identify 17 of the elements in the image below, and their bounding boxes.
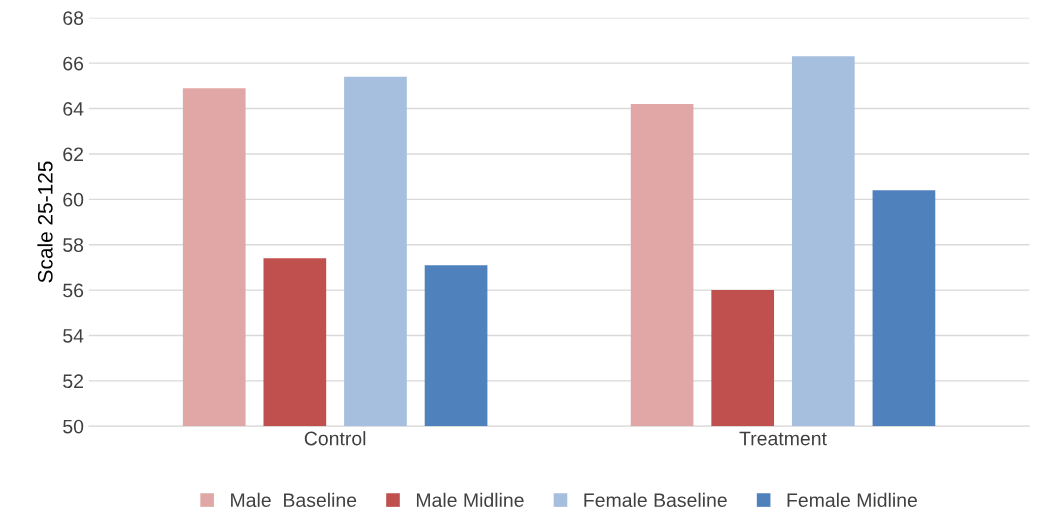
- y-tick-label: 64: [63, 102, 84, 116]
- y-tick-label: 54: [63, 329, 84, 343]
- legend-label: Female Midline: [787, 492, 917, 508]
- y-tick-label: 58: [63, 238, 84, 252]
- legend-label: Female Baseline: [584, 492, 727, 508]
- y-axis-title: Scale 25-125: [37, 161, 53, 283]
- x-tick-label: Control: [304, 431, 366, 446]
- y-tick-label: 50: [63, 419, 84, 434]
- y-tick-label: 52: [63, 374, 83, 389]
- legend-label: Male Baseline: [231, 492, 357, 508]
- y-tick-label: 62: [63, 147, 83, 162]
- y-tick-label: 60: [63, 192, 84, 207]
- x-tick-label: Treatment: [739, 431, 827, 446]
- y-tick-label: 66: [63, 56, 84, 71]
- legend-label: Male Midline: [416, 492, 524, 508]
- y-tick-label: 68: [63, 11, 84, 26]
- y-tick-label: 56: [63, 283, 84, 298]
